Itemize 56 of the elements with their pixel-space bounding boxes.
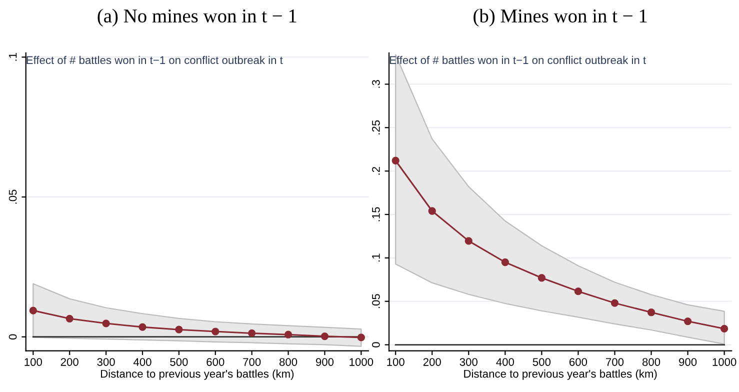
x-tick-label: 600 [206, 358, 224, 366]
y-tick-label: .05 [8, 190, 17, 204]
x-tick-label: 900 [679, 358, 697, 366]
point [574, 288, 582, 296]
point [248, 329, 256, 338]
x-axis-title: Distance to previous year's battles (km) [100, 370, 294, 380]
x-tick-label: 600 [570, 358, 588, 366]
chart-title: (a) No mines won in t − 1 [98, 8, 296, 27]
y-tick-label: .05 [372, 294, 380, 308]
point [284, 330, 292, 338]
point [464, 237, 472, 245]
point [647, 308, 656, 316]
point [29, 306, 37, 314]
chart-title: (b) Mines won in t − 1 [474, 8, 647, 27]
point [175, 326, 183, 334]
y-tick-label: .1 [372, 254, 380, 262]
x-tick-label: 700 [606, 358, 624, 366]
point [66, 314, 74, 322]
point [102, 320, 110, 328]
x-tick-label: 1000 [712, 358, 736, 366]
x-tick-label: 1000 [350, 358, 374, 366]
point [138, 323, 146, 331]
x-tick-label: 500 [170, 358, 188, 366]
x-tick-label: 500 [532, 358, 551, 366]
point [392, 156, 400, 164]
x-tick-label: 900 [316, 358, 334, 366]
point [428, 207, 436, 215]
x-tick-label: 400 [496, 358, 514, 366]
annotation: Effect of # battles won in t−1 on conflict outbreak in t [390, 56, 646, 64]
x-tick-label: 800 [642, 358, 660, 366]
y-tick-label: 0 [372, 342, 380, 348]
y-tick-label: 0 [8, 334, 17, 340]
y-tick-label: .15 [372, 207, 380, 222]
x-tick-label: 400 [133, 358, 152, 366]
x-tick-label: 100 [387, 358, 404, 366]
x-tick-label: 300 [97, 358, 115, 366]
x-tick-label: 200 [60, 358, 78, 366]
y-tick-label: .2 [372, 166, 380, 175]
y-tick-label: .25 [372, 120, 380, 134]
y-tick-label: .3 [372, 80, 380, 88]
point [501, 258, 509, 266]
point [684, 317, 692, 326]
x-tick-label: 100 [24, 358, 42, 366]
annotation: Effect of # battles won in t−1 on conflict outbreak in t [26, 56, 283, 64]
point [320, 332, 329, 340]
y-tick-label: .1 [8, 53, 17, 61]
point [610, 299, 619, 307]
point [538, 274, 546, 282]
x-tick-label: 200 [423, 358, 441, 366]
point [357, 334, 365, 342]
point [720, 324, 728, 333]
x-tick-label: 700 [243, 358, 261, 366]
x-axis-title: Distance to previous year's battles (km) [464, 370, 657, 380]
point [212, 328, 220, 336]
x-tick-label: 800 [279, 358, 298, 366]
x-tick-label: 300 [460, 358, 478, 366]
